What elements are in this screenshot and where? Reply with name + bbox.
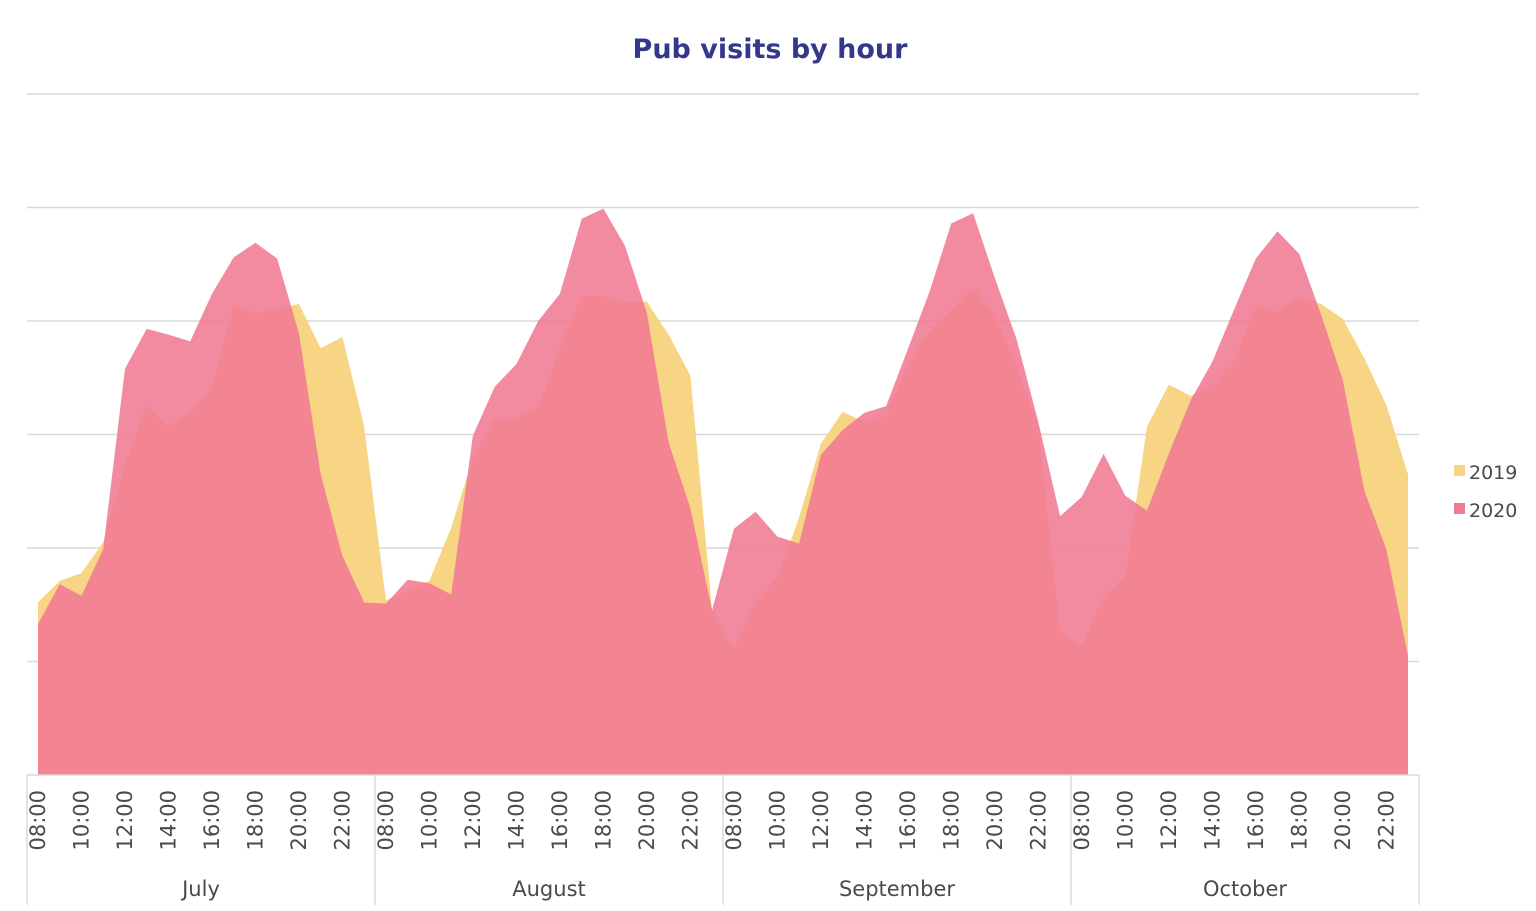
x-tick-label: 10:00	[765, 790, 789, 851]
x-tick-label: 16:00	[200, 790, 224, 851]
x-tick-label: 12:00	[113, 790, 137, 851]
x-tick-label: 14:00	[157, 790, 181, 851]
x-tick-label: 14:00	[1200, 790, 1224, 851]
legend: 2019 2020	[1454, 462, 1517, 522]
x-tick-label: 18:00	[591, 790, 615, 851]
series-area-2020	[38, 208, 1408, 776]
x-tick-label: 20:00	[1331, 790, 1355, 851]
x-tick-label: 10:00	[1113, 790, 1137, 851]
legend-swatch-2019	[1454, 465, 1465, 476]
x-tick-label: 22:00	[330, 790, 354, 851]
group-label-august: August	[512, 877, 586, 901]
x-tick-label: 18:00	[1287, 790, 1311, 851]
x-tick-label: 20:00	[635, 790, 659, 851]
group-label-september: September	[839, 877, 955, 901]
x-tick-label: 08:00	[26, 790, 50, 851]
x-tick-label: 12:00	[461, 790, 485, 851]
x-tick-label: 14:00	[504, 790, 528, 851]
x-tick-label: 08:00	[722, 790, 746, 851]
x-tick-label: 20:00	[983, 790, 1007, 851]
x-tick-label: 08:00	[1070, 790, 1094, 851]
x-tick-label: 22:00	[1026, 790, 1050, 851]
x-tick-label: 08:00	[374, 790, 398, 851]
x-tick-label: 10:00	[417, 790, 441, 851]
group-label-october: October	[1203, 877, 1287, 901]
x-tick-label: 22:00	[678, 790, 702, 851]
x-tick-label: 16:00	[1244, 790, 1268, 851]
x-tick-label: 18:00	[244, 790, 268, 851]
chart-title: Pub visits by hour	[633, 34, 909, 65]
x-tick-label: 14:00	[852, 790, 876, 851]
x-tick-label: 12:00	[809, 790, 833, 851]
x-tick-label: 16:00	[896, 790, 920, 851]
x-tick-label: 20:00	[287, 790, 311, 851]
legend-swatch-2020	[1454, 503, 1465, 514]
legend-label-2020: 2020	[1469, 500, 1517, 522]
group-label-july: July	[180, 877, 220, 901]
legend-label-2019: 2019	[1469, 462, 1517, 484]
x-tick-label: 12:00	[1157, 790, 1181, 851]
x-axis: July 08:00 10:00 12:00 14:00 16:00 18:00 20:00 2…	[26, 774, 1420, 905]
x-tick-label: 18:00	[939, 790, 963, 851]
x-tick-label: 22:00	[1374, 790, 1398, 851]
plot-area	[38, 208, 1408, 776]
x-tick-label: 16:00	[548, 790, 572, 851]
x-tick-label: 10:00	[70, 790, 94, 851]
